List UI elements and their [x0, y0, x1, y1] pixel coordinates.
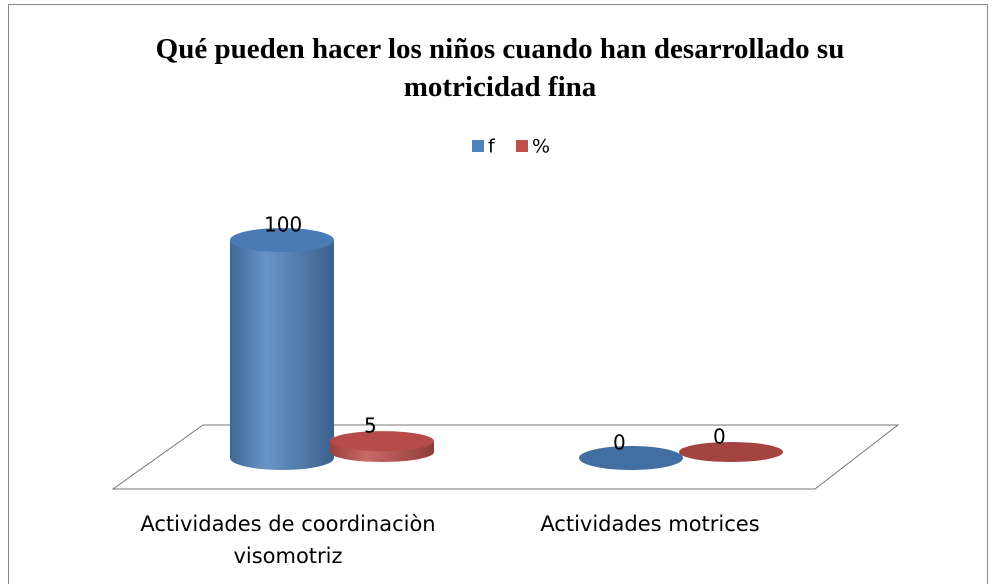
bar-body	[230, 240, 334, 470]
legend-swatch	[472, 140, 484, 152]
data-label: 0	[713, 425, 726, 449]
bar	[330, 431, 434, 462]
chart-border	[8, 4, 988, 584]
chart-title: Qué pueden hacer los niños cuando han de…	[155, 33, 845, 103]
bar	[679, 442, 783, 462]
x-tick-label: Actividades motrices	[540, 512, 760, 536]
bar-top	[230, 228, 334, 252]
bar-top	[579, 446, 683, 470]
x-tick-label: Actividades de coordinaciòn visomotriz	[140, 512, 436, 568]
legend-label: f	[488, 136, 496, 158]
legend-label: %	[532, 136, 550, 158]
data-label: 0	[613, 431, 626, 455]
data-label: 5	[364, 414, 377, 438]
bar	[579, 446, 683, 470]
legend-swatch	[516, 140, 528, 152]
data-label: 100	[264, 213, 302, 237]
bar	[230, 228, 334, 470]
bar-top	[330, 431, 434, 452]
bar-top	[679, 442, 783, 462]
